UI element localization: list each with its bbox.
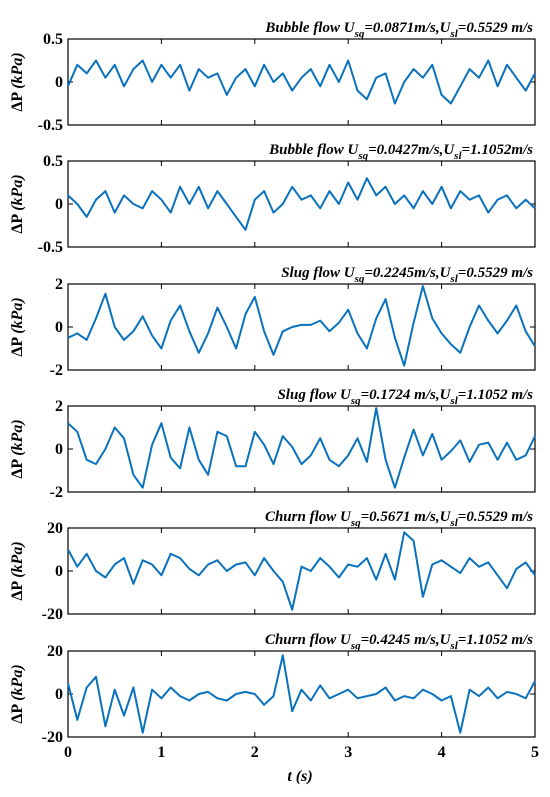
y-tick-label: 0 — [55, 441, 63, 458]
y-axis-label: ΔP (kPa) — [9, 52, 26, 111]
x-tick-label: 4 — [438, 744, 446, 761]
y-tick-label: -2 — [50, 484, 63, 501]
y-axis-label-unit: (kPa) — [9, 297, 26, 333]
title-subscript: sg — [350, 395, 361, 407]
y-axis-label-unit: (kPa) — [9, 541, 26, 577]
title-subscript: sg — [354, 273, 365, 285]
chart-panel-2: Bubble flow Usg=0.0427m/s,Usl=1.1052m/s 0… — [9, 142, 536, 256]
y-tick-label: 0 — [55, 196, 63, 213]
panel-title: Bubble flow Usg=0.0427m/s,Usl=1.1052m/s — [268, 142, 533, 162]
title-subscript: sg — [354, 28, 365, 40]
title-subscript: sg — [357, 150, 368, 162]
title-text: =0.0871m/s,U — [364, 20, 451, 36]
y-tick-label: 2 — [55, 276, 63, 293]
y-axis-label-unit: (kPa) — [9, 419, 26, 455]
title-subscript: sl — [449, 273, 458, 285]
x-tick-label: 1 — [157, 744, 165, 761]
title-subscript: sg — [350, 640, 361, 652]
title-subscript: sl — [449, 395, 458, 407]
title-text: =0.1724 m/s,U — [361, 387, 452, 403]
title-text: =0.5529 m/s — [458, 265, 533, 281]
y-tick-label: -20 — [42, 606, 63, 623]
title-text: =0.4245 m/s,U — [361, 632, 452, 648]
chart-panel-5: Churn flow Usg=0.5671 m/s,Usl=0.5529 m/s… — [9, 509, 536, 623]
title-text: =1.1052 m/s — [458, 632, 533, 648]
title-subscript: sg — [350, 517, 361, 529]
y-tick-label: -20 — [42, 729, 63, 746]
series-line — [67, 654, 536, 734]
title-text: =0.0427m/s,U — [368, 142, 455, 158]
chart-panel-3: Slug flow Usg=0.2245m/s,Usl=0.5529 m/s 2 0… — [9, 265, 536, 379]
y-axis-label-unit: (kPa) — [9, 52, 26, 88]
y-axis-label-main: ΔP — [9, 89, 26, 112]
title-text: Churn flow U — [265, 509, 352, 525]
y-axis-label: ΔP (kPa) — [9, 419, 26, 478]
series-line — [67, 285, 536, 367]
title-text: =1.1052 m/s — [458, 387, 533, 403]
plot-frame — [67, 160, 536, 248]
y-tick-label: 0.5 — [43, 153, 63, 170]
title-text: Slug flow U — [277, 387, 352, 403]
title-text: =0.5529 m/s — [458, 509, 533, 525]
y-tick-label: 0.5 — [43, 31, 63, 48]
x-axis-label-main: t — [287, 768, 292, 785]
x-axis-label: t (s) — [287, 768, 312, 785]
y-axis-label: ΔP (kPa) — [9, 297, 26, 356]
series-line — [67, 177, 536, 231]
title-subscript: sl — [449, 640, 458, 652]
title-text: Bubble flow U — [264, 20, 355, 36]
x-tick-label: 0 — [64, 744, 72, 761]
plot-frame — [67, 650, 536, 738]
chart-panel-6: Churn flow Usg=0.4245 m/s,Usl=1.1052 m/s… — [9, 632, 539, 761]
panel-title: Slug flow Usg=0.2245m/s,Usl=0.5529 m/s — [281, 265, 533, 285]
y-tick-label: 2 — [55, 398, 63, 415]
x-axis-label-unit: (s) — [296, 768, 313, 785]
title-text: =0.5529 m/s — [458, 20, 533, 36]
title-text: Slug flow U — [281, 265, 356, 281]
y-tick-label: -2 — [50, 362, 63, 379]
panel-title: Churn flow Usg=0.5671 m/s,Usl=0.5529 m/s — [265, 509, 533, 529]
series-line — [67, 407, 536, 489]
chart-panel-1: Bubble flow Usg=0.0871m/s,Usl=0.5529 m/s… — [9, 20, 536, 134]
plot-frame — [67, 38, 536, 126]
y-axis-label: ΔP (kPa) — [9, 664, 26, 723]
series-line — [67, 531, 536, 611]
y-tick-label: 0 — [55, 686, 63, 703]
y-axis-label-main: ΔP — [9, 211, 26, 234]
series-line — [67, 59, 536, 105]
panel-title: Churn flow Usg=0.4245 m/s,Usl=1.1052 m/s — [265, 632, 533, 652]
y-tick-label: 0 — [55, 563, 63, 580]
y-axis-label-unit: (kPa) — [9, 664, 26, 700]
title-text: =0.5671 m/s,U — [361, 509, 452, 525]
y-axis-label: ΔP (kPa) — [9, 541, 26, 600]
y-axis-label-main: ΔP — [9, 578, 26, 601]
y-axis-label-main: ΔP — [9, 456, 26, 479]
title-text: Churn flow U — [265, 632, 352, 648]
svg-text:t (s): t (s) — [287, 768, 312, 785]
title-text: Bubble flow U — [268, 142, 359, 158]
y-tick-label: 0 — [55, 74, 63, 91]
title-text: =1.1052m/s — [462, 142, 534, 158]
x-tick-label: 5 — [531, 744, 539, 761]
title-text: =0.2245m/s,U — [364, 265, 451, 281]
y-axis-label-unit: (kPa) — [9, 174, 26, 210]
y-axis-label-main: ΔP — [9, 334, 26, 357]
plot-frame — [67, 283, 536, 371]
x-tick-label: 2 — [251, 744, 259, 761]
x-tick-label: 3 — [344, 744, 352, 761]
title-subscript: sl — [449, 28, 458, 40]
y-tick-label: -0.5 — [38, 117, 63, 134]
panel-title: Bubble flow Usg=0.0871m/s,Usl=0.5529 m/s — [264, 20, 533, 40]
chart-panel-4: Slug flow Usg=0.1724 m/s,Usl=1.1052 m/s 2… — [9, 387, 536, 501]
y-tick-label: -0.5 — [38, 239, 63, 256]
y-tick-label: 0 — [55, 319, 63, 336]
title-subscript: sl — [453, 150, 462, 162]
y-axis-label-main: ΔP — [9, 701, 26, 724]
y-tick-label: 20 — [47, 520, 63, 537]
title-subscript: sl — [449, 517, 458, 529]
y-axis-label: ΔP (kPa) — [9, 174, 26, 233]
y-tick-label: 20 — [47, 643, 63, 660]
panel-title: Slug flow Usg=0.1724 m/s,Usl=1.1052 m/s — [277, 387, 533, 407]
